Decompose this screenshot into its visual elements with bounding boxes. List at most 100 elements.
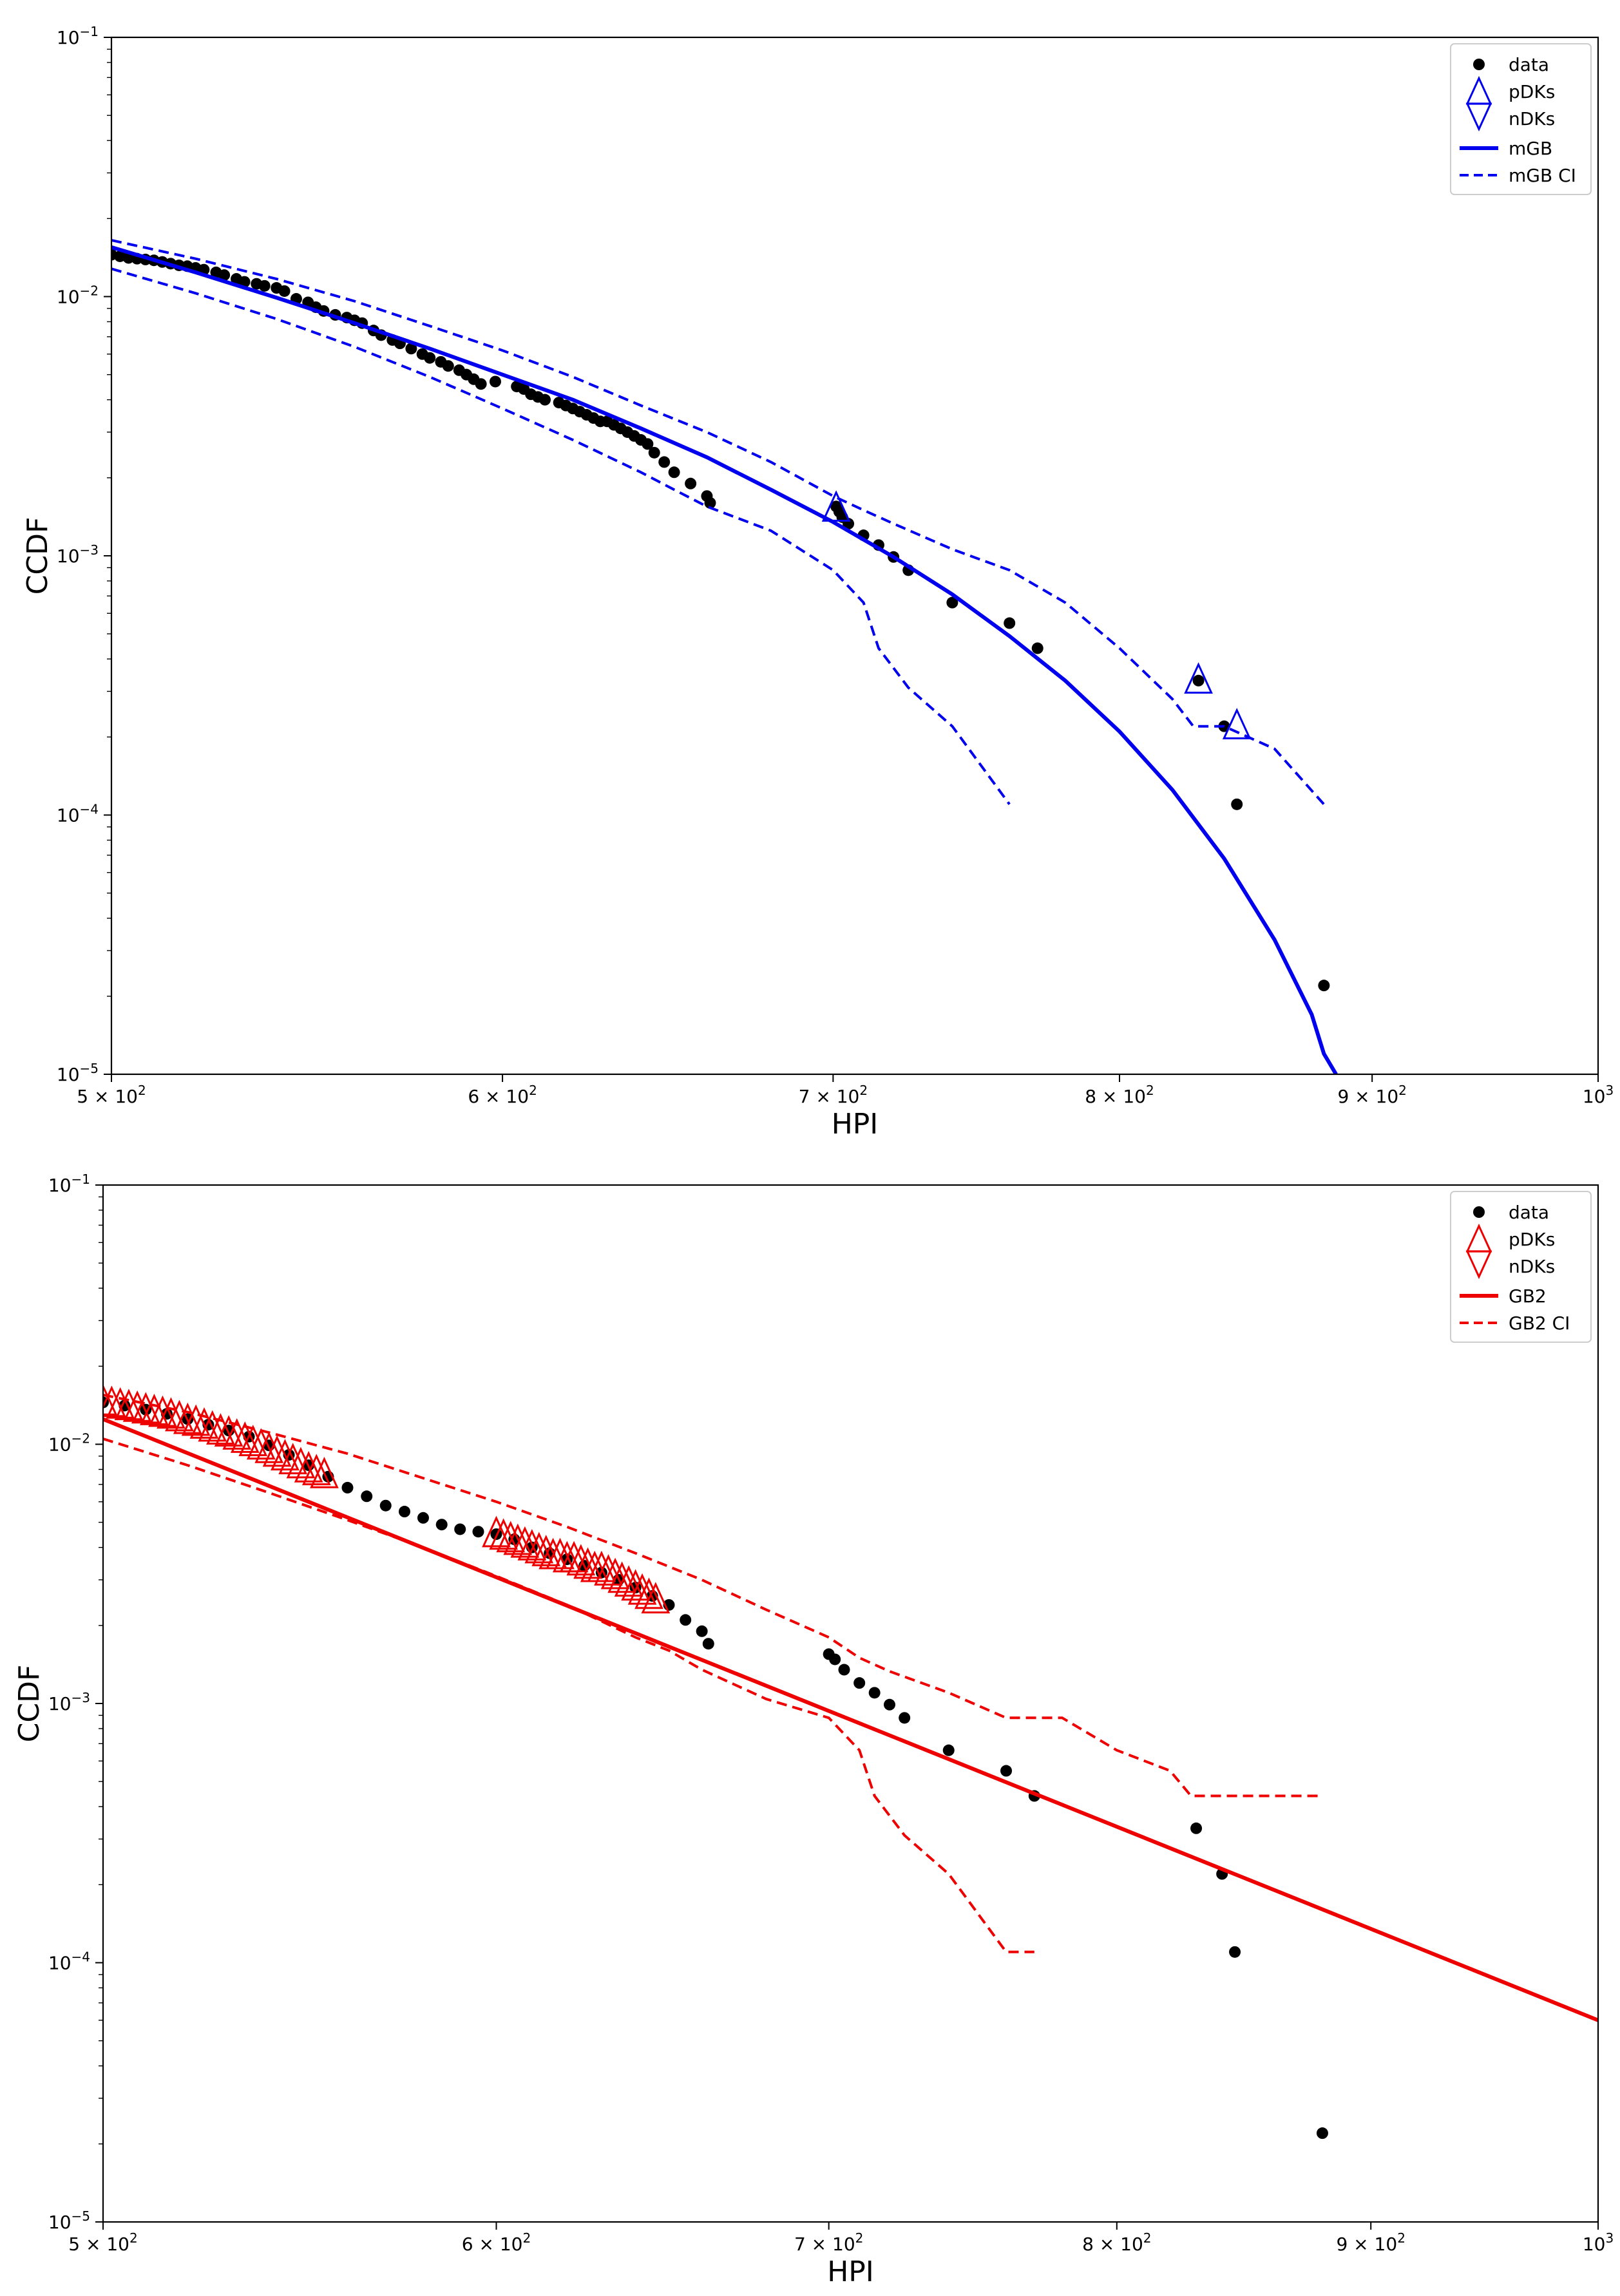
legend-label: GB2 — [1509, 1286, 1547, 1307]
x-tick-label-base: 8 × 10 — [1082, 2234, 1143, 2255]
legend-box — [1450, 43, 1592, 195]
pdk-marker — [546, 1537, 575, 1570]
x-tick-label-exp: 2 — [1143, 2230, 1152, 2246]
pdk-marker — [173, 1402, 202, 1434]
legend: data pDKs nDKs GB2 GB2 CI — [1450, 1191, 1592, 1343]
pdk-marker — [103, 1385, 126, 1418]
fit-curve — [111, 245, 1338, 1074]
x-tick-label: 103 — [1583, 2230, 1614, 2255]
x-axis-label: HPI — [827, 2255, 874, 2288]
pdk-marker — [524, 1532, 554, 1564]
data-point — [405, 343, 417, 355]
y-tick-label-exp: −5 — [71, 2208, 90, 2224]
data-point — [884, 1698, 896, 1711]
data-point — [489, 375, 501, 388]
legend-dot-icon — [1473, 1206, 1485, 1218]
data-point — [942, 1744, 955, 1756]
pdk-marker — [103, 1383, 118, 1416]
x-tick-label: 5 × 102 — [77, 1083, 146, 1107]
data-point — [435, 1519, 448, 1531]
pdk-marker — [238, 1425, 268, 1457]
pdk-marker — [157, 1397, 186, 1429]
pdk-marker — [594, 1554, 623, 1586]
y-tick-label-exp: −3 — [80, 542, 99, 558]
x-tick-label: 5 × 102 — [68, 2230, 137, 2255]
x-tick-label-base: 10 — [1583, 1086, 1606, 1107]
data-point — [1004, 617, 1016, 629]
y-tick-label: 10−3 — [57, 542, 99, 567]
pdk-marker — [140, 1394, 169, 1425]
pdk-marker — [246, 1428, 276, 1460]
ci-curve — [111, 239, 1325, 806]
data-point — [258, 280, 271, 292]
series-data — [103, 1396, 1328, 2139]
pdk-marker — [531, 1535, 561, 1566]
series-gb2 — [103, 1417, 1598, 2022]
data-point — [1318, 980, 1330, 992]
pdk-marker — [1222, 708, 1252, 739]
pdk-marker — [503, 1523, 533, 1555]
x-tick-label-exp: 2 — [1397, 2230, 1406, 2246]
pdk-marker — [489, 1518, 518, 1550]
data-point — [278, 285, 291, 297]
ci-curve — [103, 1437, 1034, 1953]
y-tick-label-base: 10 — [48, 2212, 71, 2233]
data-point — [838, 1664, 850, 1676]
data-point — [829, 1653, 841, 1665]
pdk-marker — [627, 1573, 657, 1605]
y-tick-label: 10−2 — [57, 283, 99, 308]
axes-frame — [102, 1184, 1599, 2223]
x-tick-label-base: 10 — [1583, 2234, 1606, 2255]
series-pdks — [821, 490, 1252, 739]
pdk-marker — [621, 1569, 650, 1601]
legend-triangle-down-icon — [1465, 102, 1492, 132]
y-tick-label-base: 10 — [48, 1953, 71, 1974]
plot-area — [111, 239, 1338, 1074]
series-mgb-ci-upper — [111, 239, 1325, 806]
x-tick-label-exp: 2 — [529, 1083, 537, 1098]
x-tick-label-base: 6 × 10 — [462, 2234, 523, 2255]
series-gb2-ci-upper — [103, 1393, 1322, 1798]
y-tick-label-exp: −5 — [80, 1061, 99, 1076]
pdk-marker — [496, 1521, 526, 1553]
x-tick-label-base: 5 × 10 — [68, 2234, 129, 2255]
data-point — [442, 360, 454, 372]
y-tick-label: 10−1 — [57, 24, 99, 48]
data-point — [454, 1523, 466, 1535]
pdk-marker — [198, 1410, 227, 1442]
legend-label: mGB — [1509, 138, 1552, 159]
x-tick-label-exp: 3 — [1605, 1083, 1614, 1098]
data-point — [868, 1687, 881, 1699]
data-point — [1192, 674, 1205, 687]
data-point — [1000, 1765, 1013, 1777]
pdk-marker — [148, 1395, 177, 1427]
y-tick-label-base: 10 — [48, 1693, 71, 1714]
data-point — [341, 1481, 354, 1494]
data-point — [946, 596, 958, 609]
series-data — [111, 249, 1330, 992]
x-axis-label: HPI — [832, 1108, 879, 1141]
x-tick-label-base: 7 × 10 — [794, 2234, 855, 2255]
pdk-marker — [271, 1439, 300, 1471]
series-pdks — [103, 1383, 671, 1614]
data-point — [424, 352, 436, 364]
legend: data pDKs nDKs mGB mGB CI — [1450, 43, 1592, 195]
x-tick-label: 8 × 102 — [1085, 1083, 1154, 1107]
legend-label: data — [1509, 54, 1549, 75]
data-point — [702, 1638, 714, 1650]
pdk-marker — [587, 1550, 616, 1582]
pdk-marker — [165, 1399, 194, 1432]
y-tick-label: 10−3 — [48, 1690, 90, 1714]
x-tick-label-exp: 2 — [1398, 1083, 1407, 1098]
pdk-marker — [114, 1389, 144, 1421]
legend-label: pDKs — [1509, 81, 1555, 102]
x-tick-label-base: 7 × 10 — [799, 1086, 860, 1107]
pdk-marker — [286, 1447, 316, 1479]
x-tick-label-exp: 3 — [1605, 2230, 1614, 2246]
data-point — [218, 269, 231, 281]
data-point — [668, 466, 680, 479]
data-point — [1316, 2127, 1328, 2139]
data-point — [648, 446, 660, 459]
y-tick-label: 10−5 — [57, 1061, 99, 1085]
